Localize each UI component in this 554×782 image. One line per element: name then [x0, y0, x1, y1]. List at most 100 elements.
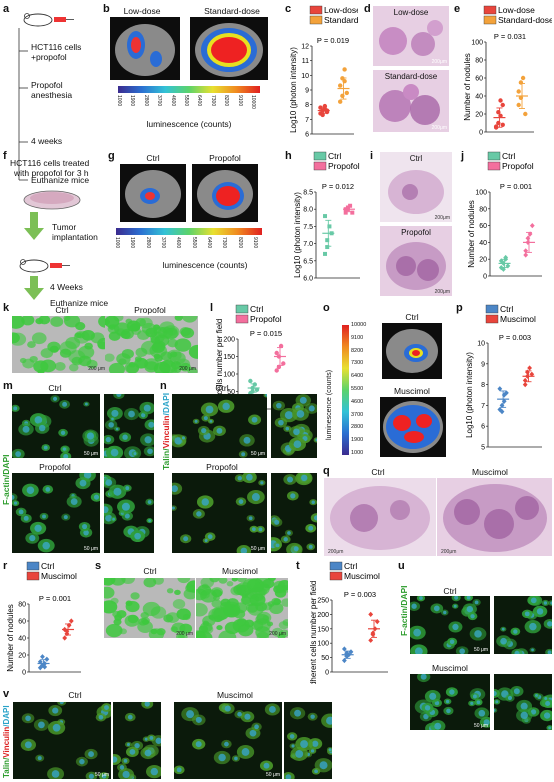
data-point [274, 350, 279, 356]
g-title-ctrl: Ctrl [146, 153, 160, 163]
p-value: P = 0.001 [39, 594, 71, 603]
y-tick-label: 50 [227, 389, 235, 396]
cell-texture [104, 578, 195, 638]
step-f-5: 4 Weeks [50, 282, 83, 292]
data-point [368, 637, 374, 643]
y-tick-label: 80 [479, 206, 487, 213]
m-side-label: F-actin/DAPI [1, 454, 11, 505]
y-tick-label: 60 [18, 619, 26, 626]
arrow-down-icon-2 [24, 276, 44, 300]
p-value: P = 0.001 [500, 182, 532, 191]
data-point [503, 254, 509, 261]
he-image-muscimol-q: 200μm [437, 478, 552, 556]
data-point [505, 263, 511, 269]
y-tick-label: 20 [475, 112, 483, 119]
cell-texture [105, 316, 198, 373]
b-title-standard: Standard-dose [204, 6, 260, 16]
colorbar-tick: 7300 [221, 237, 228, 249]
series-1 [516, 75, 528, 117]
brightfield-image-ctrl-s: 200 μm [104, 578, 195, 638]
y-tick-label: 5 [481, 445, 485, 452]
colorbar-tick: 8200 [236, 237, 243, 249]
series-1 [274, 343, 286, 373]
y-tick-label: 11 [302, 58, 309, 65]
legend-label: Muscimol [344, 571, 380, 581]
g-colorbar-ticks: 1000 1900 2800 3700 4600 5500 6400 7300 8200 9100 [114, 237, 262, 261]
mouse-icon [23, 13, 53, 27]
fluor-zoom-ctrl-m [104, 394, 154, 458]
p-value: P = 0.031 [494, 32, 526, 41]
colorbar-tick: 1000 [114, 237, 120, 249]
data-point [278, 343, 284, 349]
data-point [318, 105, 323, 110]
data-point [322, 103, 328, 109]
legend-label: Ctrl [250, 304, 263, 314]
data-point [348, 649, 354, 655]
legend-swatch [313, 151, 327, 161]
y-tick-label: 100 [475, 190, 487, 197]
he-image-ctrl-i: Ctrl 200μm [380, 152, 452, 222]
colorbar-tick: 5500 [183, 95, 189, 107]
y-tick-label: 6 [481, 424, 485, 431]
fluor-image-ctrl-v: 50 μm [13, 702, 111, 779]
data-point [66, 622, 72, 628]
data-point [497, 386, 503, 392]
legend-swatch [309, 15, 323, 25]
legend-label: Standard-dose [498, 15, 552, 25]
panel-letter-g: g [108, 150, 115, 162]
m-title-propofol: Propofol [39, 462, 71, 472]
u-title-ctrl: Ctrl [443, 586, 457, 596]
y-tick-label: 7.0 [303, 241, 313, 248]
panel-letter-n: n [160, 380, 167, 392]
colorbar-tick: 6400 [196, 95, 203, 107]
y-tick-label: 150 [317, 626, 329, 633]
colorbar-tick: 2800 [142, 95, 149, 107]
y-tick-label: 100 [317, 641, 329, 648]
p-value: P = 0.019 [317, 36, 349, 45]
data-point [37, 659, 43, 665]
data-point [338, 83, 343, 88]
y-tick-label: 60 [479, 223, 487, 230]
y-axis-label: Number of nodules [467, 200, 476, 268]
series-0 [498, 254, 511, 272]
data-point [325, 245, 330, 250]
he-image-low-dose: Low-dose 200μm [373, 6, 449, 66]
ivis-image-standard-dose [190, 17, 268, 80]
colorbar-tick: 3700 [351, 411, 364, 418]
n-title-ctrl: Ctrl [215, 383, 229, 393]
v-title-ctrl: Ctrl [68, 690, 82, 700]
data-point [343, 210, 348, 215]
legend-label: Ctrl [41, 561, 54, 571]
legend-swatch [485, 314, 499, 324]
o-title-muscimol: Muscimol [394, 386, 430, 396]
data-point [520, 75, 526, 81]
colorbar-tick: 1000 [116, 95, 122, 107]
series-0 [322, 214, 335, 256]
cell-texture [414, 674, 490, 730]
panel-letter-b: b [103, 3, 110, 15]
legend-label: Low-dose [498, 5, 535, 15]
data-point [498, 98, 503, 103]
y-tick-label: 60 [475, 76, 483, 83]
b-title-low: Low-dose [123, 6, 161, 16]
step-a-2: +propofol [31, 52, 67, 62]
fluor-image-propofol-m: 50 μm [12, 473, 100, 553]
cell-texture [172, 473, 266, 553]
step-f-2: with propofol for 3 h [14, 168, 89, 178]
y-tick-label: 40 [18, 636, 26, 643]
fluor-image-ctrl-u: 50 μm [410, 596, 490, 654]
y-tick-label: 80 [18, 602, 26, 609]
y-tick-label: 80 [475, 58, 483, 65]
q-title-muscimol: Muscimol [472, 467, 508, 477]
data-point [344, 653, 349, 659]
y-tick-label: 7 [481, 403, 485, 410]
y-axis-label: Number of nodules [463, 53, 472, 121]
y-tick-label: 6.0 [303, 276, 313, 283]
colorbar-tick: 2800 [144, 237, 151, 249]
y-tick-label: 200 [223, 337, 235, 344]
k-title-propofol: Propofol [134, 305, 166, 315]
colorbar-tick: 5500 [190, 237, 197, 249]
